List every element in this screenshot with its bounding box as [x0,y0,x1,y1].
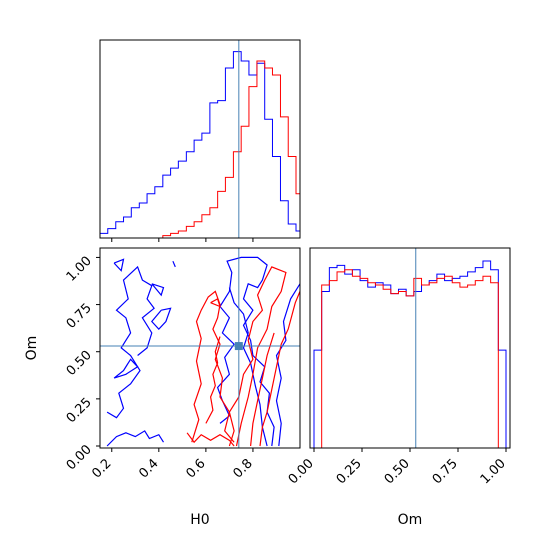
om-histogram-panel: 0.00 0.25 0.50 0.75 1.00 [286,247,511,487]
h0-histogram-ticks [111,238,254,242]
om-histogram-tick-label: 0.00 [286,456,317,487]
om-histogram-tick-label: 0.75 [430,456,461,487]
joint-contour-red-line [210,298,221,308]
y-axis-label-om: Om [24,336,40,361]
joint-contour-blue-line [113,258,125,272]
joint-contour-red-line [259,291,300,447]
om-histogram-tick-label: 0.25 [334,456,365,487]
joint-contour-panel: 0.2 0.4 0.6 0.8 0.00 0.25 0.50 0.75 1.00 [64,247,301,481]
om-histogram-ticks: 0.00 0.25 0.50 0.75 1.00 [286,448,509,487]
h0-histogram-panel [99,39,301,242]
joint-y-tick-label: 0.75 [64,301,95,332]
joint-truth-marker [234,342,243,351]
joint-y-tick-label: 1.00 [64,254,95,285]
joint-contour-frame [99,247,301,449]
joint-contour-blue-line [151,283,165,297]
joint-x-tick-label: 0.4 [136,456,161,481]
joint-contour-blue-line [151,307,172,330]
h0-histogram-frame [99,39,301,239]
joint-x-tick-label: 0.8 [231,456,256,481]
joint-contour-red-line [205,336,221,424]
joint-contour-series [106,256,300,447]
joint-y-tick-label: 0.50 [64,348,95,379]
joint-contour-blue-line [113,358,139,379]
joint-contour-blue-line [106,265,155,419]
joint-contour-red-line [228,266,287,447]
joint-x-tick-label: 0.2 [89,456,114,481]
om-histogram-tick-label: 1.00 [478,456,509,487]
om-histogram-blue-series [313,260,507,448]
joint-y-tick-label: 0.25 [64,395,95,426]
joint-x-tick-label: 0.6 [183,456,208,481]
om-histogram-tick-label: 0.50 [382,456,413,487]
om-histogram-frame [309,247,511,449]
joint-contour-red-line [191,290,235,443]
joint-contour-red-line [250,332,275,447]
joint-y-tick-label: 0.00 [64,442,95,473]
joint-contour-blue-line [172,260,176,268]
x-axis-label-h0: H0 [190,512,209,528]
joint-contour-blue-line [275,283,300,447]
x-axis-label-om: Om [398,512,423,528]
h0-histogram-series [99,51,301,239]
om-histogram-red-series [314,269,506,449]
joint-contour-blue-line [106,430,165,447]
joint-contour-red-line [186,432,235,447]
h0-histogram-red-series [100,60,301,239]
om-histogram-series [313,260,507,449]
h0-histogram-blue-series [99,51,301,238]
